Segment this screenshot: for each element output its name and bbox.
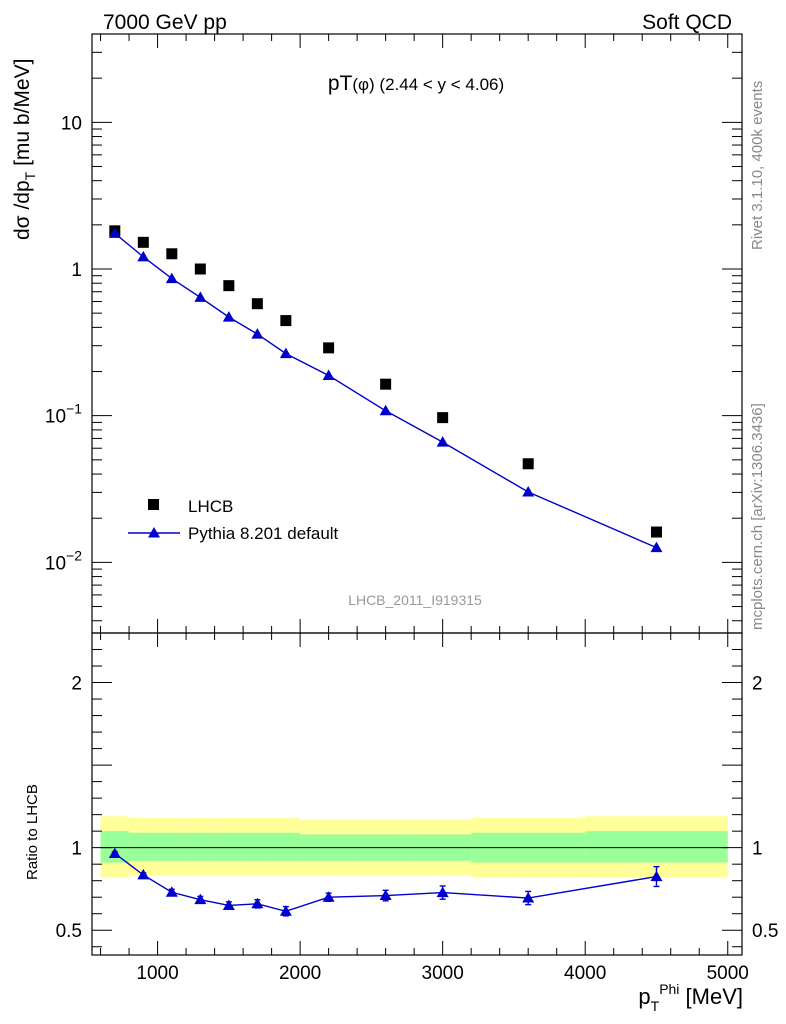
data-point-9: [437, 412, 449, 424]
mc-point-0: [108, 227, 121, 238]
ratio-y-tick-label-right-0: 2: [752, 674, 763, 695]
x-axis-label: pTPhi [MeV]: [638, 981, 743, 1014]
legend-label-data: LHCB: [188, 497, 233, 516]
ratio-y-tick-label-left-2: 0.5: [56, 921, 82, 942]
mcplots-label: mcplots.cern.ch [arXiv:1306.3436]: [749, 403, 766, 630]
main-ylabel: dσ /dpT [mu b/MeV]: [11, 59, 38, 240]
mc-point-8: [379, 404, 392, 416]
analysis-id: LHCB_2011_I919315: [348, 592, 482, 608]
ratio-point-11: [650, 870, 663, 882]
legend-marker-data: [148, 499, 159, 510]
ratio-point-10: [522, 892, 535, 903]
ratio-y-tick-label-right-2: 0.5: [752, 921, 778, 942]
band-inner-5: [243, 832, 272, 861]
xlabel-unit: [MeV]: [679, 984, 743, 1009]
header-right: Soft QCD: [642, 11, 732, 34]
xlabel-sup: Phi: [659, 981, 679, 997]
band-inner-11: [585, 831, 728, 863]
main-y-tick-label-3: 10−2: [45, 547, 82, 574]
data-point-4: [223, 280, 235, 292]
data-point-6: [280, 315, 292, 327]
ratio-point-3: [194, 893, 207, 905]
band-inner-4: [214, 832, 244, 861]
x-tick-label-0: 1000: [136, 963, 178, 984]
ratio-point-9: [436, 886, 449, 898]
ratio-point-4: [222, 899, 235, 910]
chart-title: pT(φ) (2.44 < y < 4.06): [328, 72, 504, 95]
mc-point-7: [322, 369, 335, 380]
mc-point-6: [279, 347, 292, 359]
band-inner-6: [271, 832, 301, 861]
data-point-8: [380, 378, 392, 390]
x-tick-label-4: 5000: [707, 963, 749, 984]
mc-point-11: [650, 541, 663, 553]
band-inner-3: [186, 832, 215, 861]
main-y-tick-label-2: 10−1: [45, 401, 82, 428]
title-main: pT: [328, 72, 353, 95]
main-ylabel-unit: [mu b/MeV]: [11, 59, 34, 172]
band-inner-2: [157, 832, 187, 861]
data-point-3: [194, 263, 206, 275]
data-point-1: [137, 236, 149, 248]
x-tick-label-3: 4000: [564, 963, 606, 984]
ratio-point-8: [379, 889, 392, 901]
legend-marker-mc: [148, 527, 160, 538]
mc-point-2: [165, 272, 178, 284]
ratio-point-2: [165, 886, 178, 897]
xlabel-base: p: [638, 984, 650, 1009]
ratio-point-7: [322, 891, 335, 902]
main-y-tick-label-1: 1: [71, 260, 82, 281]
title-phi: (φ): [352, 75, 374, 94]
ratio-y-tick-label-right-1: 1: [752, 839, 763, 860]
x-tick-label-2: 3000: [422, 963, 464, 984]
ratio-y-tick-label-left-0: 2: [71, 674, 82, 695]
x-tick-label-1: 2000: [279, 963, 321, 984]
ratio-line: [114, 852, 657, 912]
data-point-5: [251, 298, 263, 310]
ratio-frame: [91, 632, 743, 956]
legend-label-mc: Pythia 8.201 default: [188, 524, 339, 543]
ratio-y-tick-label-left-1: 1: [71, 839, 82, 860]
data-point-7: [323, 342, 335, 354]
ratio-point-1: [137, 868, 150, 880]
mc-line: [114, 232, 657, 549]
data-point-10: [522, 458, 534, 470]
rivet-label: Rivet 3.1.10, 400k events: [749, 81, 766, 250]
mc-point-5: [251, 328, 264, 339]
mc-point-10: [522, 485, 535, 497]
ratio-point-5: [251, 897, 264, 909]
data-point-11: [650, 526, 662, 538]
mc-point-4: [222, 311, 235, 322]
xlabel-sub: T: [651, 998, 660, 1014]
main-ylabel-base: dσ /dp: [11, 180, 34, 240]
mc-point-1: [137, 250, 150, 262]
ratio-point-0: [108, 847, 121, 858]
title-range: (2.44 < y < 4.06): [375, 75, 504, 94]
main-ylabel-sub: T: [22, 171, 38, 180]
ratio-ylabel: Ratio to LHCB: [24, 784, 41, 880]
mc-point-9: [436, 436, 449, 447]
main-y-tick-label-0: 10: [61, 113, 82, 134]
data-point-2: [166, 248, 178, 260]
band-inner-1: [129, 832, 158, 861]
mc-point-3: [194, 291, 207, 302]
header-left: 7000 GeV pp: [103, 11, 227, 34]
ratio-point-6: [279, 905, 292, 916]
